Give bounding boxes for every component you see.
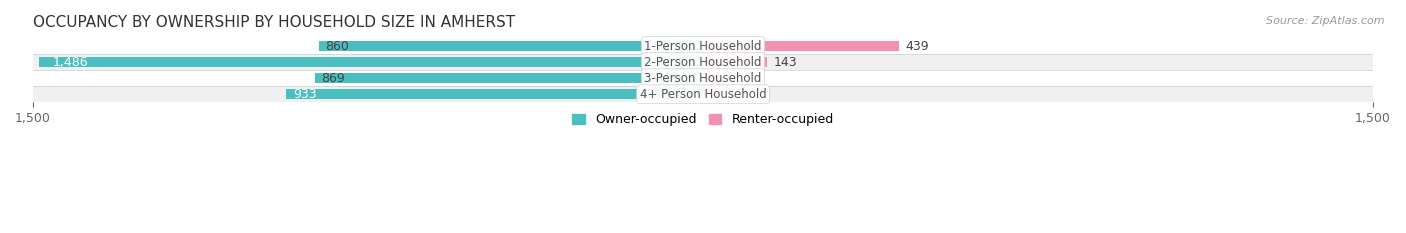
Bar xyxy=(703,73,721,83)
Bar xyxy=(703,89,721,99)
Text: 439: 439 xyxy=(905,40,929,53)
Text: 3-Person Household: 3-Person Household xyxy=(644,72,762,85)
Bar xyxy=(32,70,1374,86)
Bar xyxy=(32,38,1374,54)
Text: 143: 143 xyxy=(773,56,797,69)
Text: 933: 933 xyxy=(292,88,316,101)
Bar xyxy=(39,57,703,67)
Text: Source: ZipAtlas.com: Source: ZipAtlas.com xyxy=(1267,16,1385,26)
Bar xyxy=(315,73,703,83)
Text: 869: 869 xyxy=(322,72,346,85)
Text: 4+ Person Household: 4+ Person Household xyxy=(640,88,766,101)
Text: 40: 40 xyxy=(727,72,744,85)
Text: 860: 860 xyxy=(326,40,350,53)
Bar xyxy=(32,86,1374,102)
Text: 41: 41 xyxy=(728,88,744,101)
Bar xyxy=(287,89,703,99)
Legend: Owner-occupied, Renter-occupied: Owner-occupied, Renter-occupied xyxy=(568,108,838,131)
Bar xyxy=(703,57,766,67)
Bar xyxy=(32,54,1374,70)
Text: 2-Person Household: 2-Person Household xyxy=(644,56,762,69)
Text: 1-Person Household: 1-Person Household xyxy=(644,40,762,53)
Text: 1,486: 1,486 xyxy=(52,56,89,69)
Bar xyxy=(319,41,703,51)
Bar xyxy=(703,41,898,51)
Text: OCCUPANCY BY OWNERSHIP BY HOUSEHOLD SIZE IN AMHERST: OCCUPANCY BY OWNERSHIP BY HOUSEHOLD SIZE… xyxy=(32,15,515,30)
